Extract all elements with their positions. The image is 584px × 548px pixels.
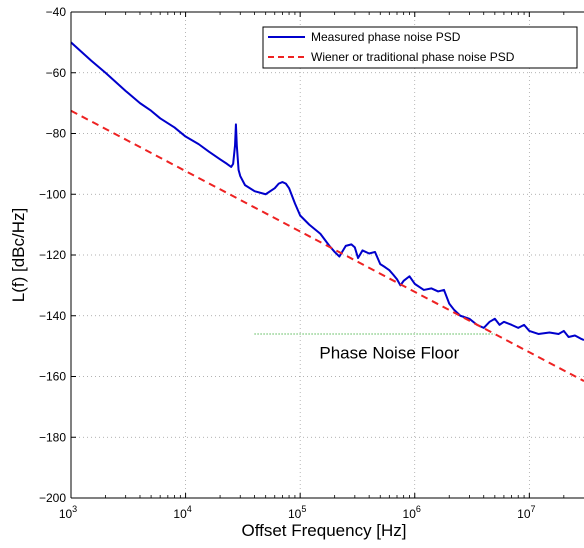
x-tick-exponent: 7 (531, 504, 536, 514)
y-tick-label: −40 (46, 5, 67, 19)
y-tick-label: −160 (39, 370, 66, 384)
x-tick-label: 107 (517, 504, 535, 521)
x-tick-label: 106 (403, 504, 421, 521)
x-tick-label: 104 (173, 504, 191, 521)
x-tick-label: 103 (59, 504, 77, 521)
series-layer (71, 41, 584, 382)
series-line-wiener (71, 109, 584, 382)
y-tick-label: −100 (39, 187, 66, 201)
y-tick-label: −200 (39, 491, 66, 505)
y-axis-label: L(f) [dBc/Hz] (9, 208, 28, 302)
y-tick-label: −60 (46, 66, 67, 80)
x-tick-exponent: 5 (301, 504, 306, 514)
x-axis-label: Offset Frequency [Hz] (241, 521, 406, 540)
y-tick-label: −140 (39, 309, 66, 323)
legend-label-measured: Measured phase noise PSD (311, 30, 461, 44)
x-tick-label: 105 (288, 504, 306, 521)
y-tick-label: −180 (39, 430, 66, 444)
x-tick-exponent: 6 (416, 504, 421, 514)
x-tick-exponent: 3 (72, 504, 77, 514)
annotation-phase-noise-floor: Phase Noise Floor (319, 343, 459, 362)
y-tick-labels: −40 −60 −80 −100 −120 −140 −160 −180 −200 (39, 5, 66, 505)
annotations: Phase Noise Floor (319, 343, 459, 362)
y-tick-label: −120 (39, 248, 66, 262)
legend-box (262, 26, 578, 69)
x-tick-labels: 103 104 105 106 107 (59, 504, 536, 521)
x-tick-exponent: 4 (187, 504, 192, 514)
legend: Measured phase noise PSD Wiener or tradi… (262, 26, 578, 69)
grid-lines (71, 12, 584, 498)
y-tick-label: −80 (46, 127, 67, 141)
legend-label-wiener: Wiener or traditional phase noise PSD (311, 50, 515, 64)
series-line-measured (71, 41, 584, 341)
